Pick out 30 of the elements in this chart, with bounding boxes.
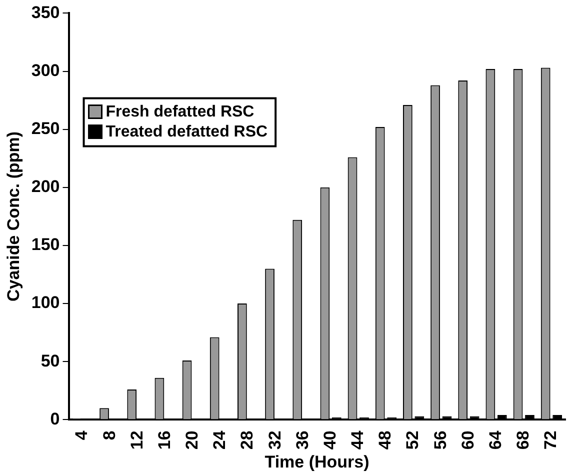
- x-tick-label: 44: [348, 430, 368, 450]
- x-tick-label: 68: [514, 430, 533, 450]
- y-tick-label: 150: [31, 235, 60, 254]
- y-tick-label: 300: [31, 60, 60, 80]
- x-tick-label: 56: [430, 430, 450, 450]
- x-tick-label: 12: [127, 430, 146, 450]
- y-axis-title: Cyanide Conc. (ppm): [4, 131, 23, 302]
- x-tick-label: 8: [100, 430, 119, 440]
- legend-label: Fresh defatted RSC: [106, 104, 255, 121]
- x-tick-label: 72: [541, 430, 560, 450]
- y-tick-label: 50: [40, 351, 60, 370]
- y-tick-label: 200: [31, 177, 60, 196]
- y-tick-label: 100: [31, 293, 60, 312]
- y-tick-label: 250: [31, 119, 60, 138]
- x-tick-label: 36: [292, 430, 312, 450]
- y-tick-label: 350: [31, 2, 60, 22]
- x-tick-label: 20: [182, 430, 202, 450]
- x-tick-label: 32: [265, 430, 284, 450]
- x-axis-title: Time (Hours): [264, 452, 370, 472]
- x-tick-label: 16: [154, 430, 174, 450]
- x-tick-label: 40: [320, 430, 340, 450]
- y-tick-label: 0: [50, 409, 60, 428]
- x-tick-label: 64: [486, 430, 505, 450]
- x-tick-label: 28: [238, 430, 257, 450]
- x-tick-label: 4: [72, 430, 92, 440]
- x-tick-label: 24: [210, 430, 230, 450]
- x-tick-label: 60: [458, 430, 478, 450]
- x-tick-label: 48: [376, 430, 395, 450]
- x-tick-label: 52: [403, 430, 422, 450]
- legend-label: Treated defatted RSC: [106, 124, 268, 141]
